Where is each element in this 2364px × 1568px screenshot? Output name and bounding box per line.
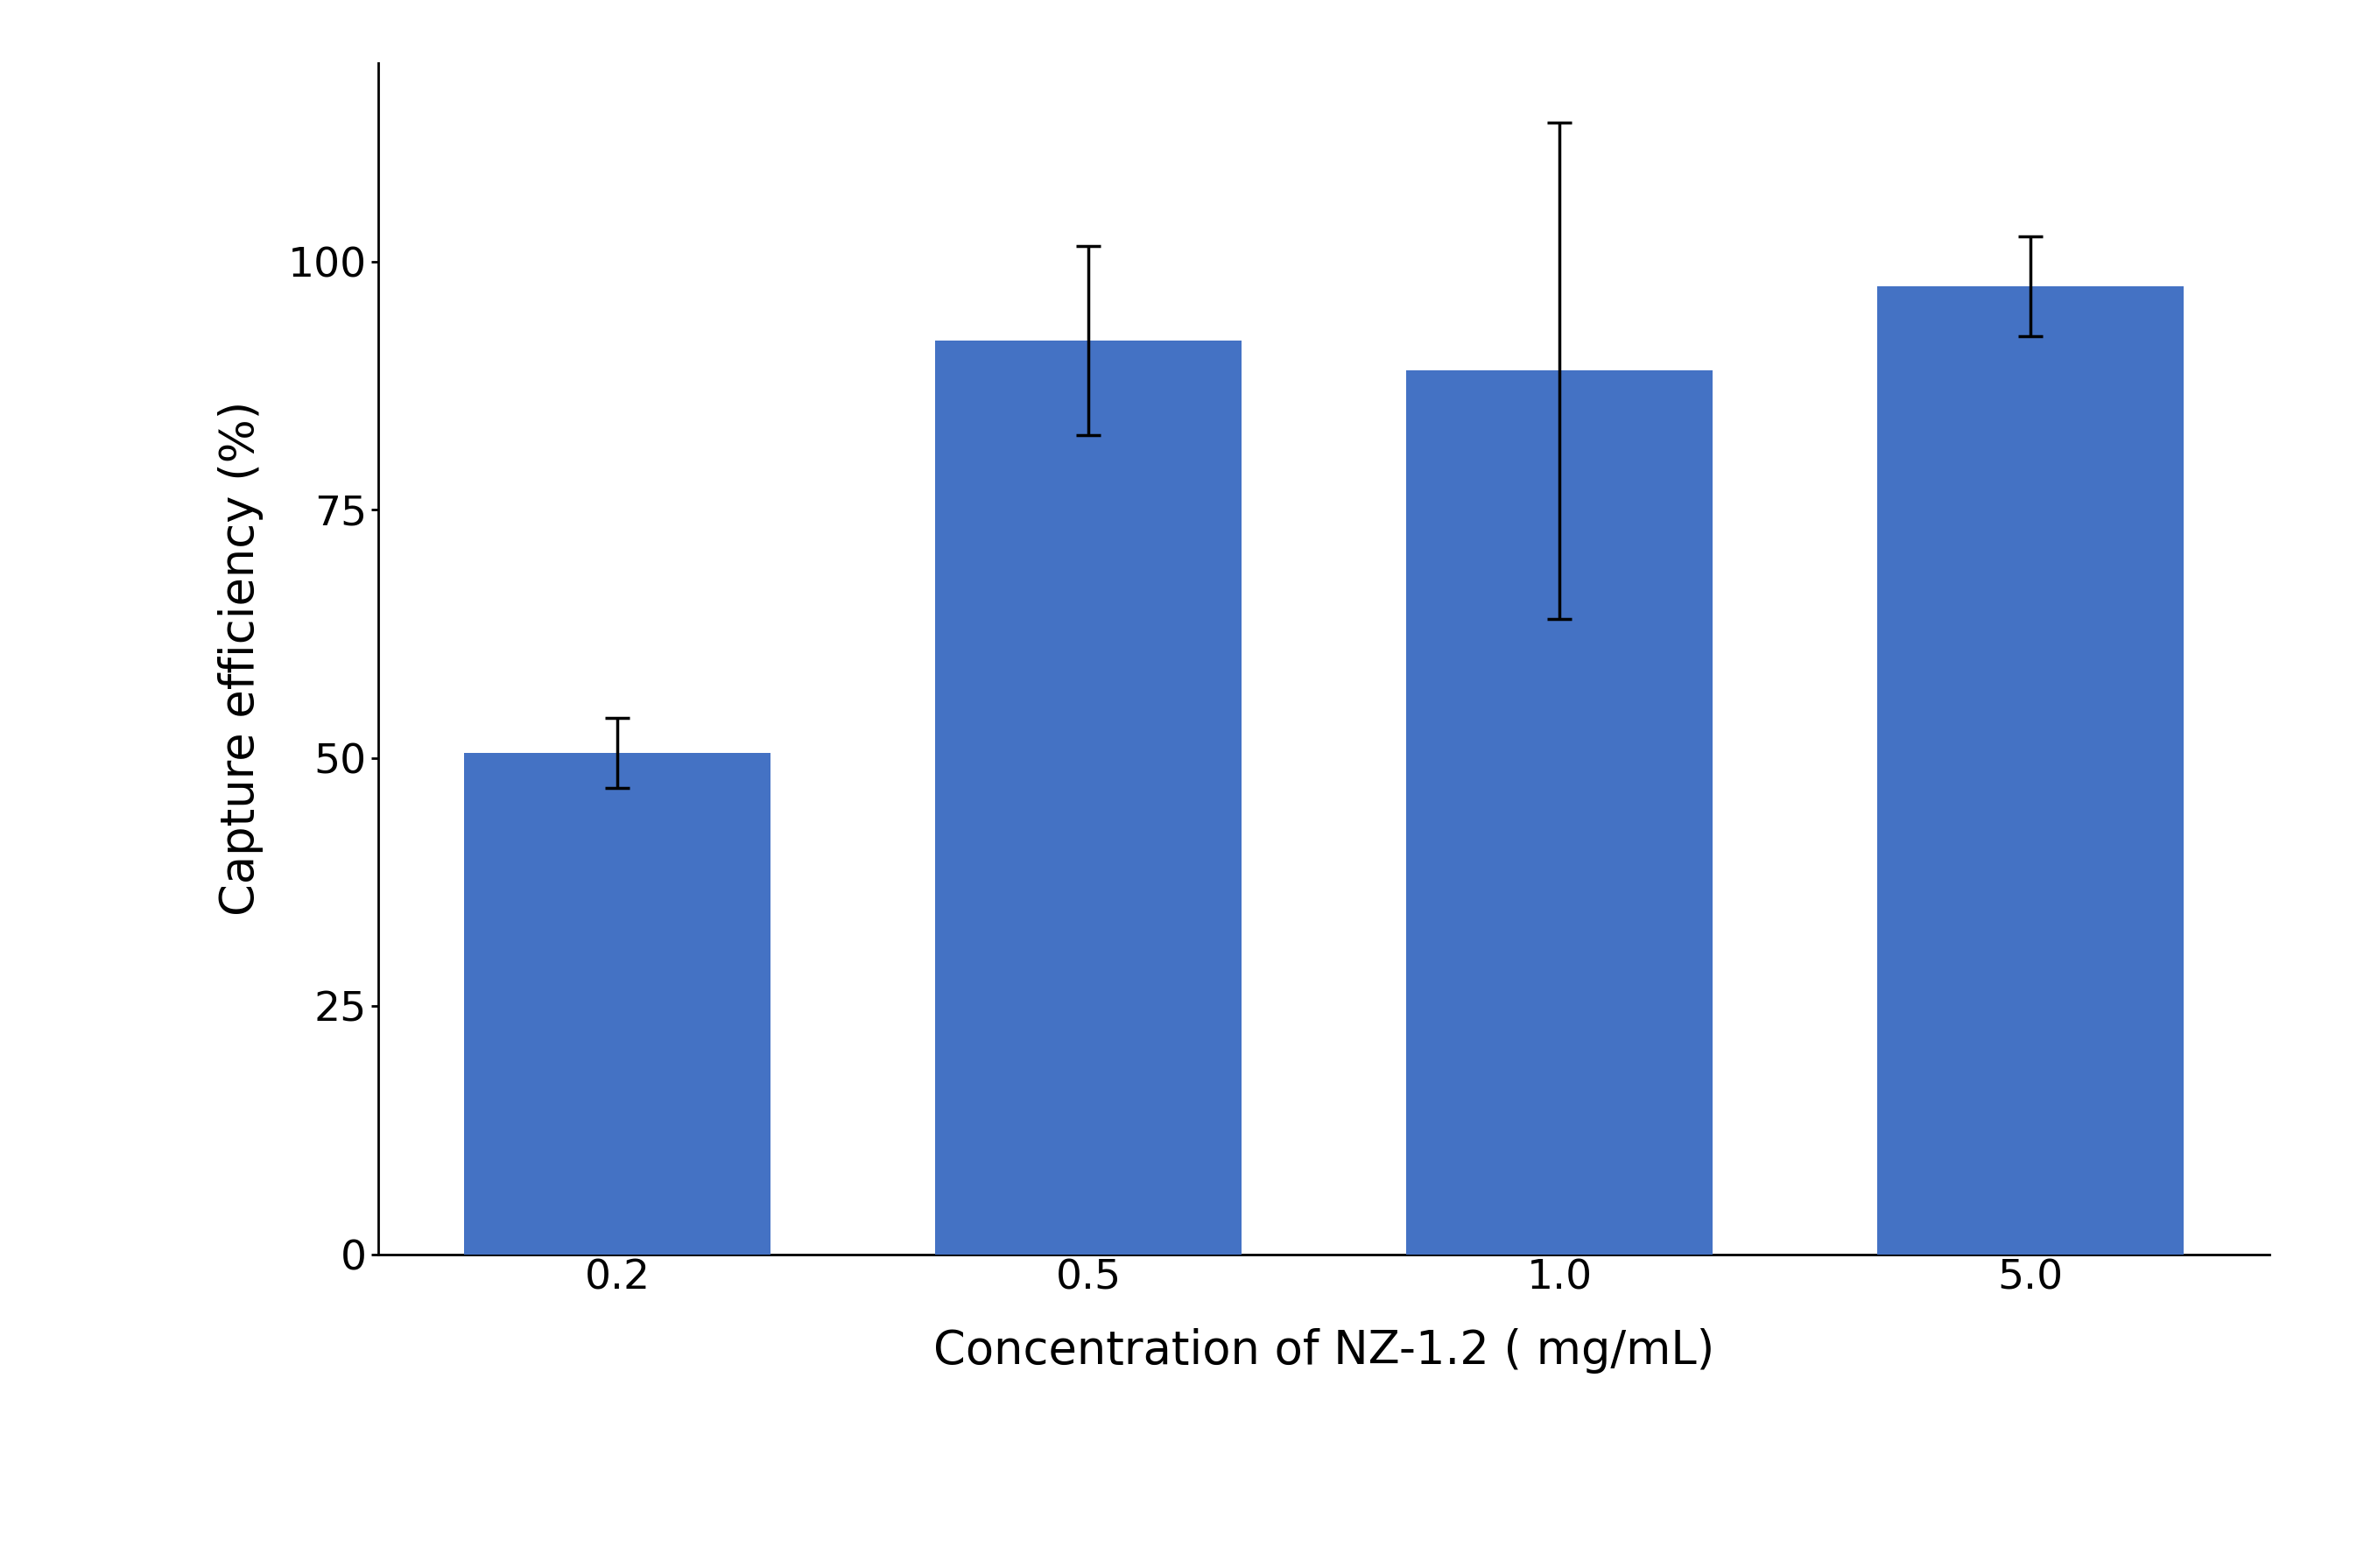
Y-axis label: Capture efficiency (%): Capture efficiency (%) — [217, 401, 262, 916]
Bar — [463, 753, 771, 1254]
Bar — [1877, 285, 2184, 1254]
X-axis label: Concentration of NZ-1.2 ( mg/mL): Concentration of NZ-1.2 ( mg/mL) — [934, 1328, 1714, 1374]
Bar — [936, 340, 1241, 1254]
Bar — [1407, 370, 1712, 1254]
